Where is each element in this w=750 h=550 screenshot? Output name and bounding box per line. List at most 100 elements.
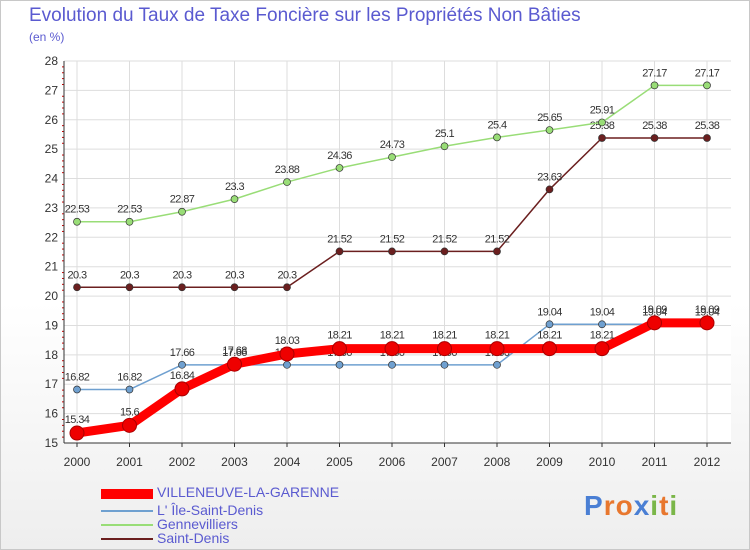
data-label-l-le-saint-denis: 19.04 xyxy=(590,306,615,318)
logo-letter: x xyxy=(633,490,651,521)
data-point-saint-denis xyxy=(493,247,501,256)
data-label-villeneuve-la-garenne: 18.21 xyxy=(380,330,405,342)
logo-letter: o xyxy=(615,490,634,521)
legend-swatch xyxy=(101,510,153,512)
data-label-gennevilliers: 25.1 xyxy=(435,128,454,140)
data-point-gennevilliers xyxy=(703,81,711,90)
y-tick-label: 18 xyxy=(45,348,59,362)
data-point-saint-denis xyxy=(178,283,186,292)
data-point-gennevilliers xyxy=(440,142,449,151)
data-point-saint-denis xyxy=(598,134,606,142)
data-label-gennevilliers: 23.3 xyxy=(225,181,244,193)
data-label-gennevilliers: 22.87 xyxy=(170,194,195,206)
x-tick-label: 2002 xyxy=(169,455,196,469)
unit-label: (en %) xyxy=(29,30,65,44)
data-point-l-le-saint-denis xyxy=(335,360,344,369)
data-point-saint-denis xyxy=(283,283,291,292)
data-label-gennevilliers: 22.53 xyxy=(117,204,142,216)
x-tick-label: 2011 xyxy=(642,455,668,469)
logo-letter: i xyxy=(669,490,679,521)
data-label-l-le-saint-denis: 16.82 xyxy=(65,372,90,384)
legend-label: L' Île-Saint-Denis xyxy=(157,502,264,518)
y-tick-label: 27 xyxy=(45,83,59,97)
y-tick-label: 21 xyxy=(45,260,59,274)
data-label-villeneuve-la-garenne: 15.34 xyxy=(65,414,90,426)
data-point-gennevilliers xyxy=(283,178,291,186)
data-label-gennevilliers: 24.36 xyxy=(327,150,352,162)
data-point-gennevilliers xyxy=(650,81,659,90)
data-label-villeneuve-la-garenne: 18.21 xyxy=(327,330,352,342)
data-label-l-le-saint-denis: 17.66 xyxy=(170,347,195,359)
data-point-villeneuve-la-garenne xyxy=(647,315,662,331)
data-point-l-le-saint-denis xyxy=(125,385,134,394)
logo-letter: r xyxy=(603,490,616,521)
data-label-villeneuve-la-garenne: 18.21 xyxy=(537,330,562,342)
data-point-gennevilliers xyxy=(598,118,606,127)
data-label-gennevilliers: 27.17 xyxy=(642,67,667,79)
data-label-saint-denis: 25.38 xyxy=(695,120,720,132)
data-label-gennevilliers: 24.73 xyxy=(380,139,405,151)
data-label-saint-denis: 21.52 xyxy=(485,233,510,245)
data-label-villeneuve-la-garenne: 18.03 xyxy=(275,335,300,347)
data-label-saint-denis: 20.3 xyxy=(225,269,244,281)
y-tick-label: 19 xyxy=(45,318,59,332)
data-point-gennevilliers xyxy=(388,153,396,161)
data-label-gennevilliers: 25.65 xyxy=(537,112,562,124)
data-label-gennevilliers: 27.17 xyxy=(695,67,720,79)
x-tick-label: 2006 xyxy=(379,455,406,469)
chart-title: Evolution du Taux de Taxe Foncière sur l… xyxy=(29,5,581,26)
y-tick-label: 24 xyxy=(45,172,59,186)
data-point-villeneuve-la-garenne xyxy=(437,341,452,357)
data-point-villeneuve-la-garenne xyxy=(699,315,715,331)
y-tick-label: 26 xyxy=(45,113,59,127)
logo-letter: i xyxy=(650,490,660,521)
x-tick-label: 2007 xyxy=(431,455,458,469)
data-point-villeneuve-la-garenne xyxy=(122,417,137,433)
data-label-l-le-saint-denis: 19.04 xyxy=(695,306,720,318)
x-tick-label: 2004 xyxy=(274,455,301,469)
data-point-gennevilliers xyxy=(230,195,239,203)
x-tick-label: 2003 xyxy=(221,455,248,469)
legend-label: Saint-Denis xyxy=(157,530,230,546)
x-tick-label: 2001 xyxy=(116,455,143,469)
data-point-gennevilliers xyxy=(73,217,81,226)
y-tick-label: 22 xyxy=(45,230,59,244)
data-label-saint-denis: 20.3 xyxy=(277,269,296,281)
data-point-l-le-saint-denis xyxy=(283,360,291,369)
data-point-gennevilliers xyxy=(178,207,186,216)
legend-swatch xyxy=(101,538,153,540)
x-tick-label: 2012 xyxy=(694,455,721,469)
data-label-villeneuve-la-garenne: 18.21 xyxy=(590,330,615,342)
data-label-gennevilliers: 22.53 xyxy=(65,204,90,216)
y-tick-label: 25 xyxy=(45,142,59,156)
legend-label: VILLENEUVE-LA-GARENNE xyxy=(157,484,340,500)
y-tick-label: 23 xyxy=(45,201,59,215)
data-label-saint-denis: 23.63 xyxy=(537,171,562,183)
data-label-l-le-saint-denis: 16.82 xyxy=(117,372,142,384)
data-label-l-le-saint-denis: 19.04 xyxy=(537,306,562,318)
data-label-l-le-saint-denis: 19.04 xyxy=(642,306,667,318)
data-label-saint-denis: 20.3 xyxy=(67,269,86,281)
data-label-saint-denis: 21.52 xyxy=(380,233,405,245)
x-tick-label: 2009 xyxy=(536,455,563,469)
data-point-saint-denis xyxy=(230,283,239,292)
data-point-gennevilliers xyxy=(545,126,554,134)
data-point-saint-denis xyxy=(650,134,659,142)
data-point-gennevilliers xyxy=(493,133,501,142)
data-point-saint-denis xyxy=(335,247,344,256)
data-point-villeneuve-la-garenne xyxy=(594,341,610,357)
data-point-saint-denis xyxy=(703,134,711,142)
data-label-saint-denis: 25.38 xyxy=(642,120,667,132)
data-label-villeneuve-la-garenne: 18.21 xyxy=(485,330,510,342)
x-tick-label: 2010 xyxy=(589,455,616,469)
data-point-villeneuve-la-garenne xyxy=(279,346,295,362)
data-point-saint-denis xyxy=(440,247,449,256)
data-label-saint-denis: 20.3 xyxy=(120,269,139,281)
legend-swatch xyxy=(101,524,153,526)
x-tick-label: 2008 xyxy=(484,455,511,469)
legend-swatch xyxy=(101,489,153,499)
y-tick-label: 17 xyxy=(45,377,59,391)
data-point-l-le-saint-denis xyxy=(73,385,81,394)
